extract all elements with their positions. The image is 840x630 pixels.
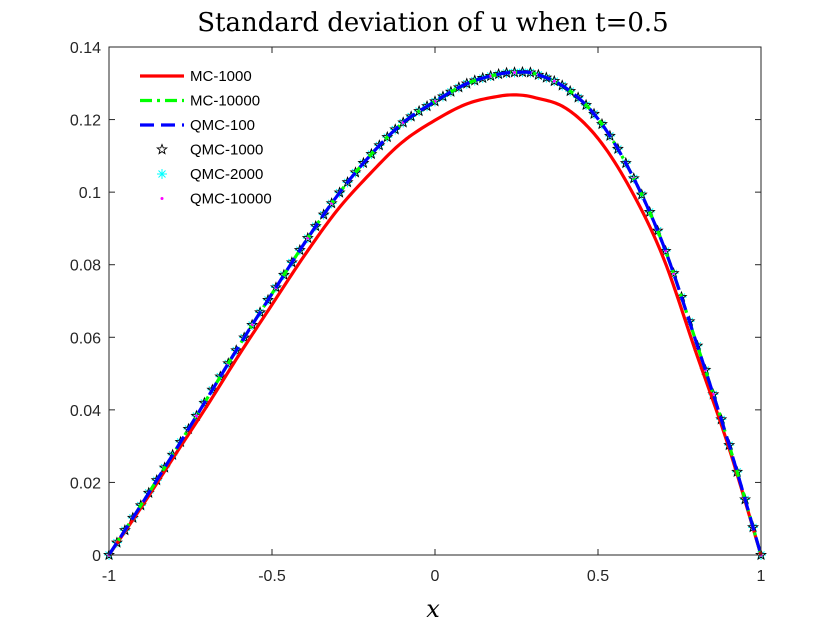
legend-label: MC-1000	[190, 68, 252, 85]
x-tick-label: -0.5	[258, 568, 286, 585]
y-tick-label: 0.14	[70, 40, 101, 57]
legend-label: QMC-100	[190, 117, 255, 134]
y-tick-label: 0.02	[70, 475, 101, 492]
data-point	[325, 197, 338, 209]
x-axis-label: x	[426, 595, 440, 623]
series-layer	[103, 65, 767, 561]
data-point	[513, 70, 517, 74]
legend-item: MC-10000	[140, 93, 260, 110]
chart-title: Standard deviation of u when t=0.5	[197, 8, 668, 38]
y-tick-label: 0.1	[79, 185, 101, 202]
legend-marker	[156, 143, 168, 155]
plot-background	[109, 47, 761, 555]
y-tick-label: 0.08	[70, 258, 101, 275]
ticks-layer: -1 -0.5 0 0.5 1 0 0.02 0.04 0.06 0.08 0.1 0.12 0.14	[70, 40, 766, 585]
legend-item: MC-1000	[140, 68, 252, 85]
plot-area: -1 -0.5 0 0.5 1 0 0.02 0.04 0.06 0.08 0.1 0.12 0.14	[70, 40, 767, 585]
data-point	[103, 548, 115, 561]
series-line-qmc-100	[107, 70, 763, 556]
data-point	[659, 244, 672, 257]
data-point	[755, 548, 767, 561]
legend-label: MC-10000	[190, 93, 260, 110]
x-tick-label: -1	[102, 568, 116, 585]
legend-item: QMC-100	[140, 117, 255, 134]
legend-item: QMC-1000	[156, 142, 263, 159]
y-tick-label: 0	[92, 548, 101, 565]
legend-label: QMC-10000	[190, 191, 272, 208]
y-tick-label: 0.12	[70, 113, 101, 130]
data-point	[635, 188, 648, 200]
data-point	[341, 176, 354, 188]
x-tick-label: 0.5	[587, 568, 609, 585]
data-point	[269, 281, 282, 293]
data-point	[603, 129, 616, 141]
legend-label: QMC-2000	[190, 166, 263, 183]
y-tick-label: 0.04	[70, 403, 101, 420]
legend-marker	[157, 169, 167, 179]
legend-item: QMC-2000	[157, 166, 263, 183]
legend: MC-1000 MC-10000 QMC-100 QMC-1000 QMC-2000 QM…	[140, 68, 272, 208]
series-line-mc-1000	[107, 93, 763, 556]
legend-item: QMC-10000	[160, 191, 272, 208]
data-point	[301, 231, 314, 244]
x-tick-label: 1	[757, 568, 766, 585]
data-point	[552, 79, 556, 83]
legend-label: QMC-1000	[190, 142, 263, 159]
legend-marker	[160, 197, 164, 200]
data-point	[194, 414, 198, 418]
y-tick-label: 0.06	[70, 330, 101, 347]
data-point	[429, 95, 441, 107]
x-tick-label: 0	[431, 568, 440, 585]
